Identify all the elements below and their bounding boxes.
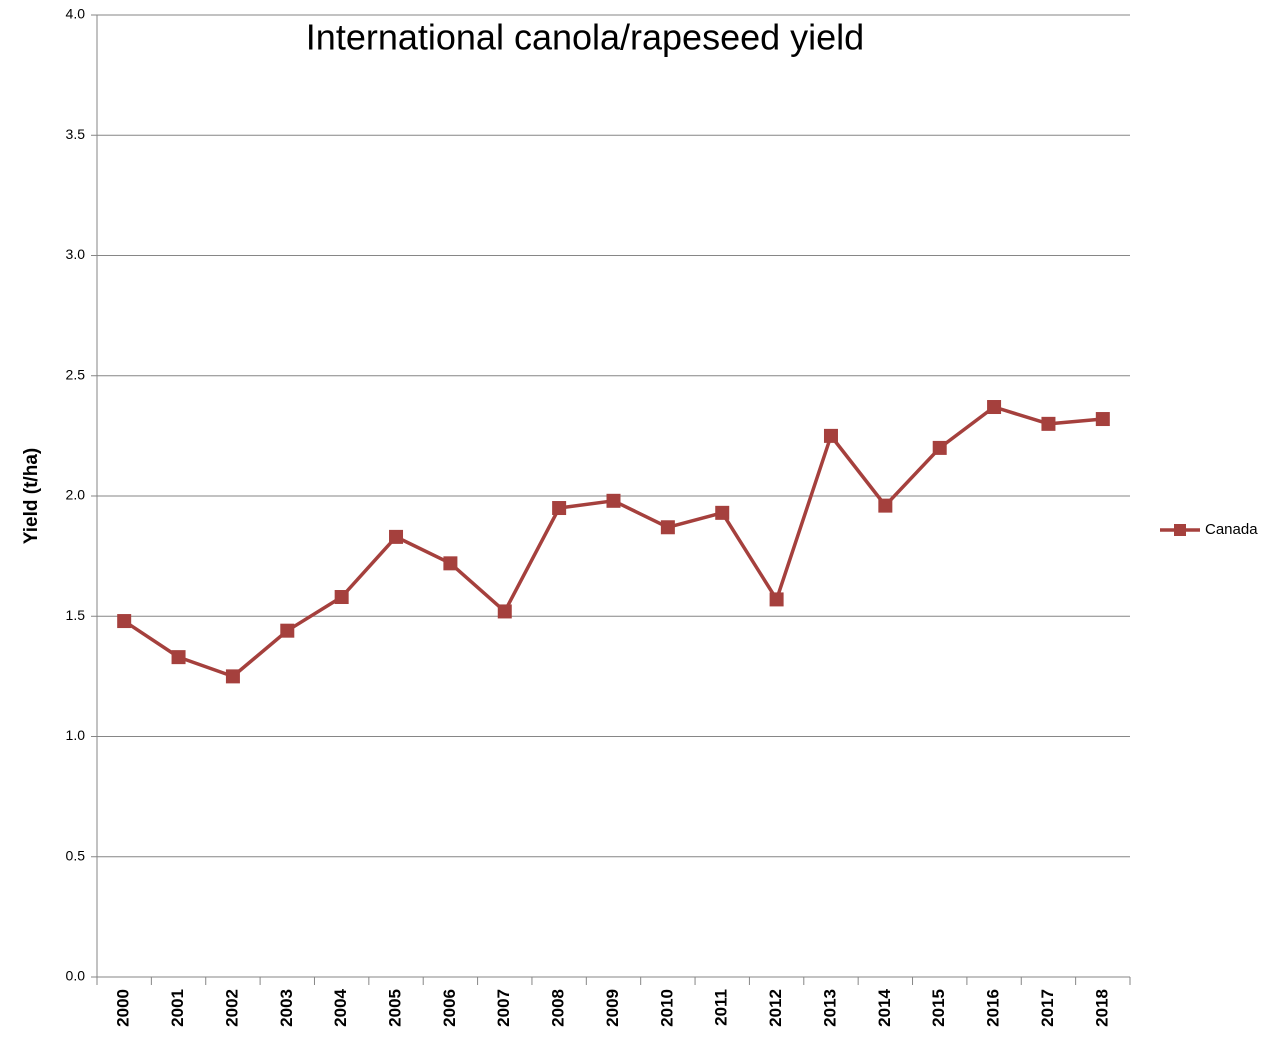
x-tick-label: 2017 (1038, 989, 1057, 1027)
data-point (117, 614, 132, 629)
y-axis-label: Yield (t/ha) (21, 448, 42, 544)
legend-label: Canada (1205, 521, 1258, 538)
y-tick-label: 1.0 (66, 727, 86, 743)
x-tick-label: 2016 (984, 989, 1003, 1027)
x-tick-label: 2000 (114, 989, 133, 1027)
series-line (123, 405, 1103, 679)
x-tick-label: 2014 (875, 988, 894, 1026)
y-tick-label: 2.5 (66, 366, 86, 382)
data-point (1041, 416, 1056, 431)
data-point (1095, 412, 1110, 427)
x-tick-label: 2003 (277, 989, 296, 1027)
x-tick-label: 2008 (549, 989, 568, 1027)
x-tick-label: 2015 (929, 989, 948, 1027)
x-tick-label: 2001 (168, 989, 187, 1027)
x-tick-label: 2009 (603, 989, 622, 1027)
data-point (552, 501, 567, 516)
x-tick-label: 2010 (657, 989, 676, 1027)
data-point (606, 493, 621, 508)
x-tick-label: 2013 (820, 989, 839, 1027)
data-point (660, 520, 675, 535)
y-tick-label: 3.5 (66, 126, 86, 142)
y-tick-label: 3.0 (66, 246, 86, 262)
data-point (280, 623, 295, 638)
y-tick-label: 0.5 (66, 847, 86, 863)
data-point (932, 440, 947, 455)
data-point (769, 592, 784, 607)
x-tick-label: 2012 (766, 989, 785, 1027)
y-tick-label: 2.0 (66, 487, 86, 503)
data-point (443, 556, 458, 571)
chart-title: International canola/rapeseed yield (306, 17, 864, 58)
x-tick-label: 2005 (386, 989, 405, 1027)
data-point (497, 604, 512, 619)
data-point (334, 590, 349, 605)
data-point (715, 505, 730, 520)
y-tick-label: 1.5 (66, 607, 86, 623)
y-tick-label: 0.0 (66, 968, 86, 984)
x-tick-label: 2004 (331, 988, 350, 1026)
legend-marker (1174, 524, 1186, 536)
x-tick-label: 2011 (712, 989, 731, 1026)
x-tick-label: 2018 (1092, 989, 1111, 1027)
x-tick-label: 2007 (494, 989, 513, 1027)
x-tick-label: 2002 (222, 989, 241, 1027)
data-point (171, 650, 186, 665)
data-point (987, 400, 1002, 415)
data-point (823, 428, 838, 443)
data-point (389, 529, 404, 544)
y-tick-label: 4.0 (66, 6, 86, 22)
x-tick-label: 2006 (440, 989, 459, 1027)
data-point (225, 669, 240, 684)
data-point (878, 498, 893, 513)
